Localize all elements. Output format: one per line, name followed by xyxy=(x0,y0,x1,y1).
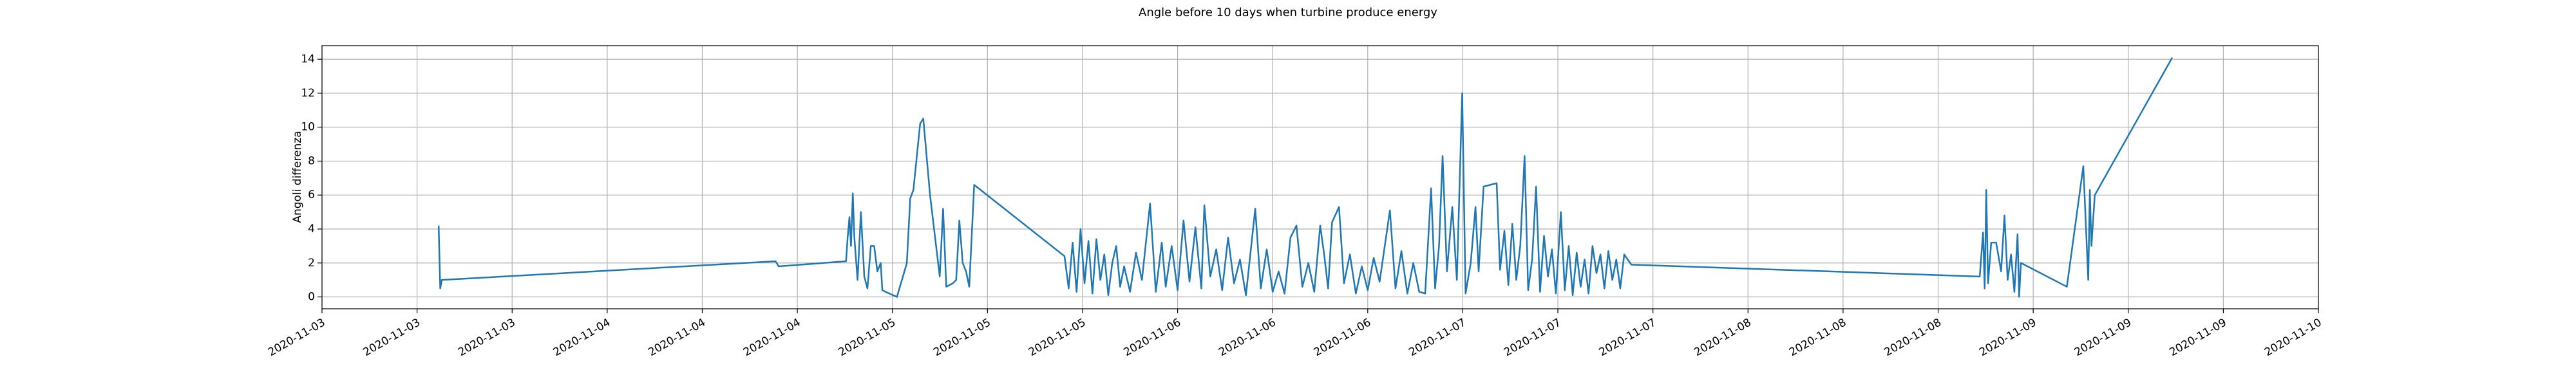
x-tick-label: 2020-11-10 xyxy=(2262,316,2324,359)
x-tick-label: 2020-11-09 xyxy=(2167,316,2229,359)
x-tick-label: 2020-11-08 xyxy=(1692,316,1754,359)
data-line xyxy=(437,57,2174,298)
x-tick-label: 2020-11-07 xyxy=(1597,316,1659,359)
y-tick-label: 6 xyxy=(308,188,315,201)
x-tick-label: 2020-11-07 xyxy=(1406,316,1468,359)
x-tick-label: 2020-11-05 xyxy=(837,316,898,359)
x-tick-label: 2020-11-05 xyxy=(931,316,993,359)
x-tick-label: 2020-11-03 xyxy=(266,316,328,359)
plot-frame xyxy=(321,45,2319,309)
x-tick-label: 2020-11-09 xyxy=(1977,316,2039,359)
x-tick-label: 2020-11-04 xyxy=(741,316,803,359)
y-tick-label: 2 xyxy=(308,257,315,270)
x-tick-label: 2020-11-05 xyxy=(1027,316,1088,359)
x-tick-label: 2020-11-06 xyxy=(1122,316,1184,359)
x-tick-label: 2020-11-03 xyxy=(361,316,423,359)
x-tick-label: 2020-11-08 xyxy=(1787,316,1849,359)
x-tick-label: 2020-11-03 xyxy=(456,316,518,359)
x-tick-label: 2020-11-09 xyxy=(2072,316,2134,359)
y-tick-label: 14 xyxy=(301,53,315,66)
x-tick-label: 2020-11-06 xyxy=(1312,316,1374,359)
y-tick-label: 4 xyxy=(308,223,315,235)
chart-title: Angle before 10 days when turbine produc… xyxy=(1139,6,1437,19)
x-tick-label: 2020-11-04 xyxy=(646,316,708,359)
y-tick-label: 0 xyxy=(308,291,315,304)
y-tick-label: 10 xyxy=(301,121,315,134)
x-tick-label: 2020-11-08 xyxy=(1882,316,1944,359)
x-tick-label: 2020-11-04 xyxy=(551,316,613,359)
y-tick-label: 12 xyxy=(301,87,315,100)
x-tick-label: 2020-11-07 xyxy=(1502,316,1564,359)
y-axis-label: Angoli differenza xyxy=(291,131,304,223)
x-tick-label: 2020-11-06 xyxy=(1217,316,1278,359)
y-tick-label: 8 xyxy=(308,154,315,167)
